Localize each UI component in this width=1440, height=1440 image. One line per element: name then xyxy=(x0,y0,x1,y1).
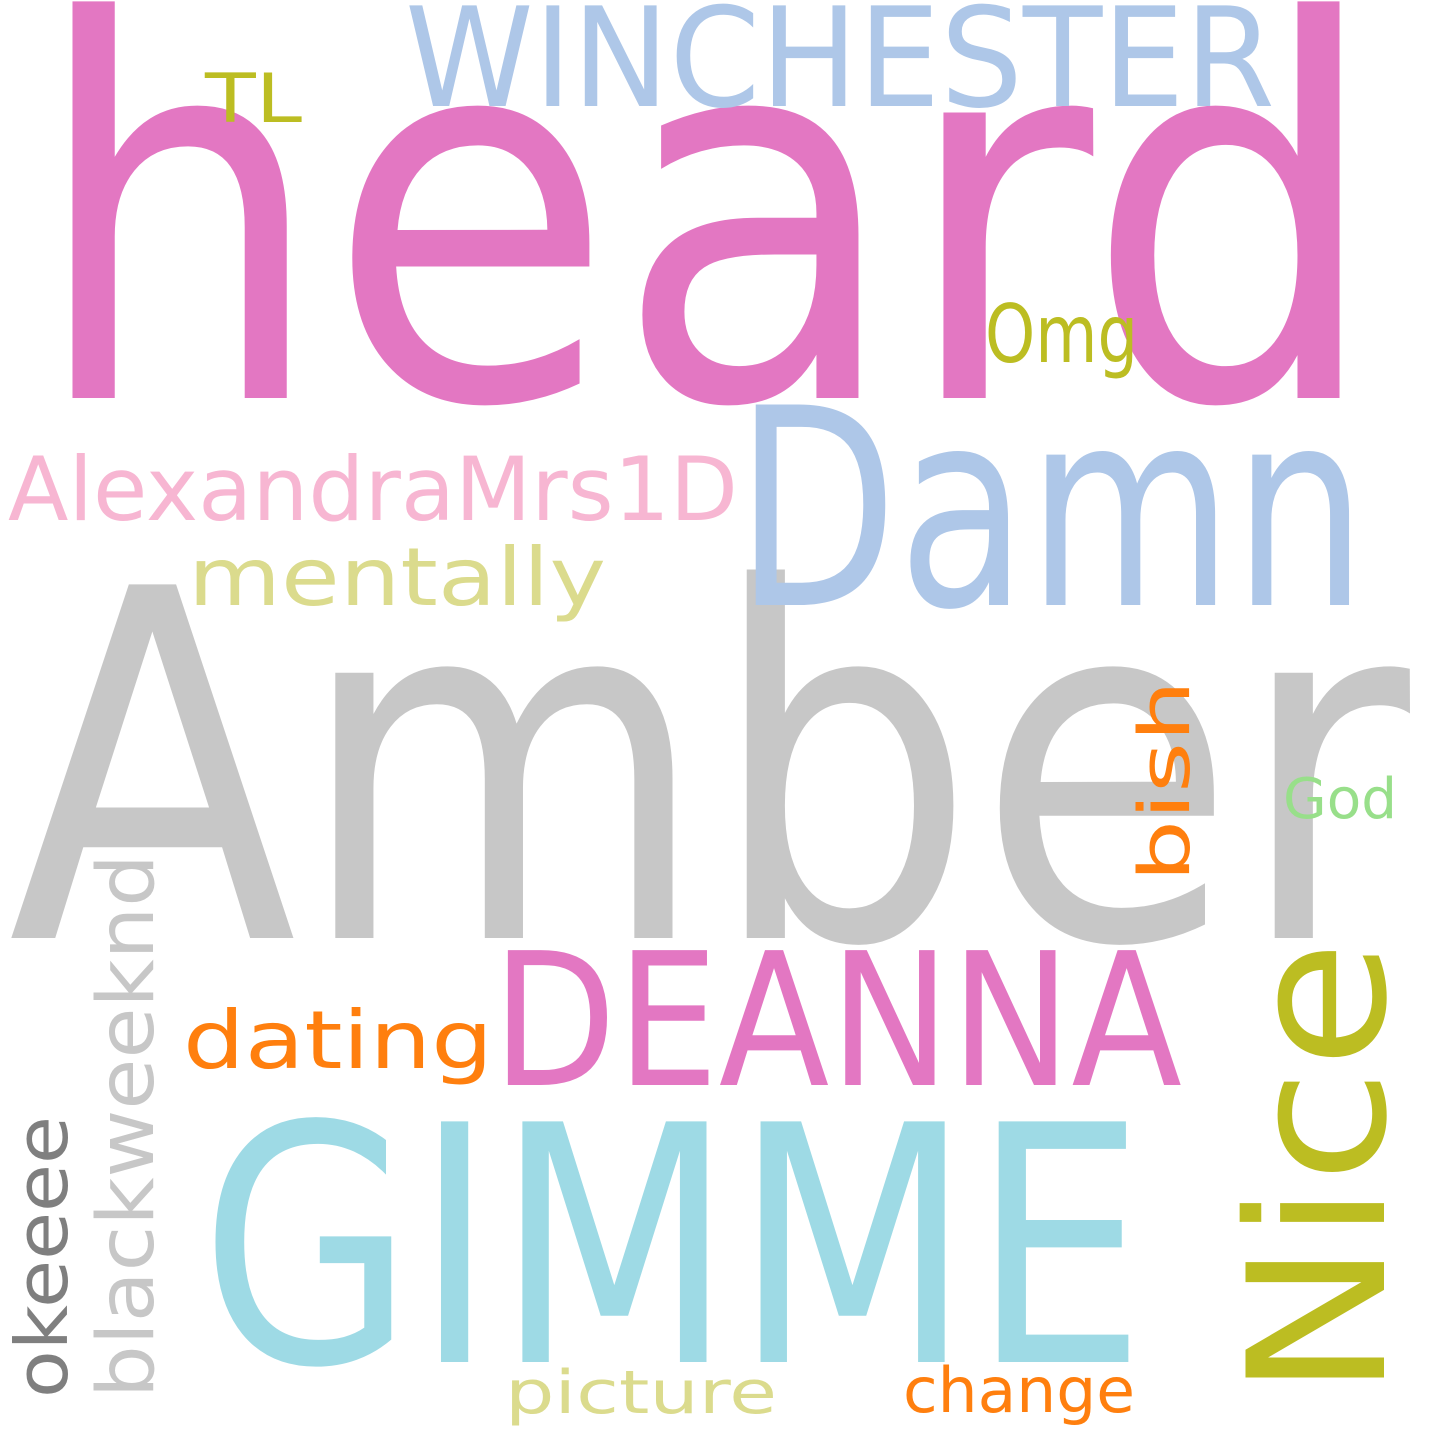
word-tl: TL xyxy=(204,60,302,139)
word-omg: Omg xyxy=(985,288,1138,381)
word-change: change xyxy=(903,1354,1135,1427)
word-alexandramrs1d: AlexandraMrs1D xyxy=(8,438,738,541)
word-dating: dating xyxy=(183,994,493,1087)
word-nice: Nice xyxy=(1208,940,1429,1398)
word-god: God xyxy=(1283,767,1397,832)
word-heard: heard xyxy=(30,0,1382,522)
word-blackweeknd: blackweeknd xyxy=(82,854,172,1398)
word-winchester: WINCHESTER xyxy=(405,0,1275,139)
word-okeeee: okeeee xyxy=(0,1116,84,1398)
word-picture: picture xyxy=(505,1358,777,1428)
word-mentally: mentally xyxy=(188,531,606,624)
word-bish: bish xyxy=(1124,680,1206,882)
word-gimme: GIMME xyxy=(200,1056,1146,1440)
word-deanna: DEANNA xyxy=(492,913,1182,1129)
word-damn: Damn xyxy=(735,350,1367,670)
word-amber: Amber xyxy=(8,489,1415,1053)
